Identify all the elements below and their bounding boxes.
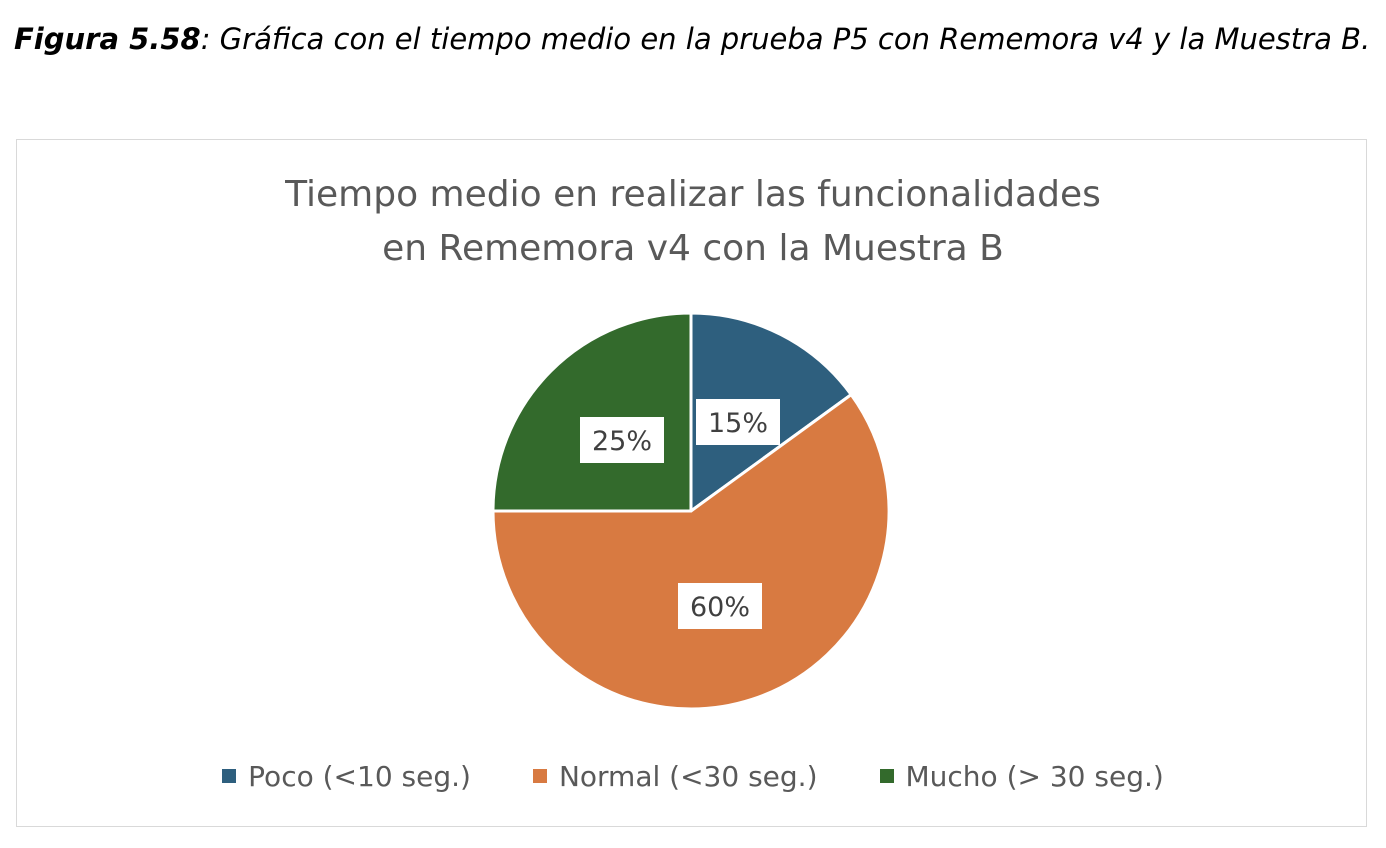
legend-label: Mucho (> 30 seg.) xyxy=(905,759,1164,793)
figure-number: Figura 5.58 xyxy=(14,22,201,56)
data-label-text: 15% xyxy=(708,408,768,439)
legend-item-mucho: Mucho (> 30 seg.) xyxy=(879,759,1164,793)
pie-slice-mucho xyxy=(491,311,693,513)
legend-swatch xyxy=(222,769,237,783)
chart-title-line-1: Tiempo medio en realizar las funcionalid… xyxy=(285,174,1101,215)
pie-slice-normal xyxy=(491,393,891,711)
figure-caption-text: : Gráfica con el tiempo medio en la prue… xyxy=(200,22,1371,56)
data-label-box xyxy=(678,583,762,629)
legend-item-normal: Normal (<30 seg.) xyxy=(532,759,818,793)
legend-label: Poco (<10 seg.) xyxy=(248,759,471,793)
chart-title-line-2: en Rememora v4 con la Muestra B xyxy=(382,228,1004,269)
legend-swatch xyxy=(532,769,547,783)
data-label-mucho: 25% xyxy=(580,417,664,463)
data-label-box xyxy=(696,399,780,445)
chart-legend: Poco (<10 seg.) Normal (<30 seg.) Mucho (>… xyxy=(0,754,1386,798)
data-label-poco: 15% xyxy=(696,399,780,445)
data-label-text: 25% xyxy=(592,426,652,457)
chart-title: Tiempo medio en realizar las funcionalid… xyxy=(0,168,1386,276)
legend-swatch xyxy=(879,769,894,783)
data-label-text: 60% xyxy=(690,592,750,623)
data-label-normal: 60% xyxy=(678,583,762,629)
legend-label: Normal (<30 seg.) xyxy=(558,759,818,793)
legend-item-poco: Poco (<10 seg.) xyxy=(222,760,471,793)
figure-caption: Figura 5.58: Gráfica con el tiempo medio… xyxy=(14,16,1372,63)
data-label-box xyxy=(580,417,664,463)
